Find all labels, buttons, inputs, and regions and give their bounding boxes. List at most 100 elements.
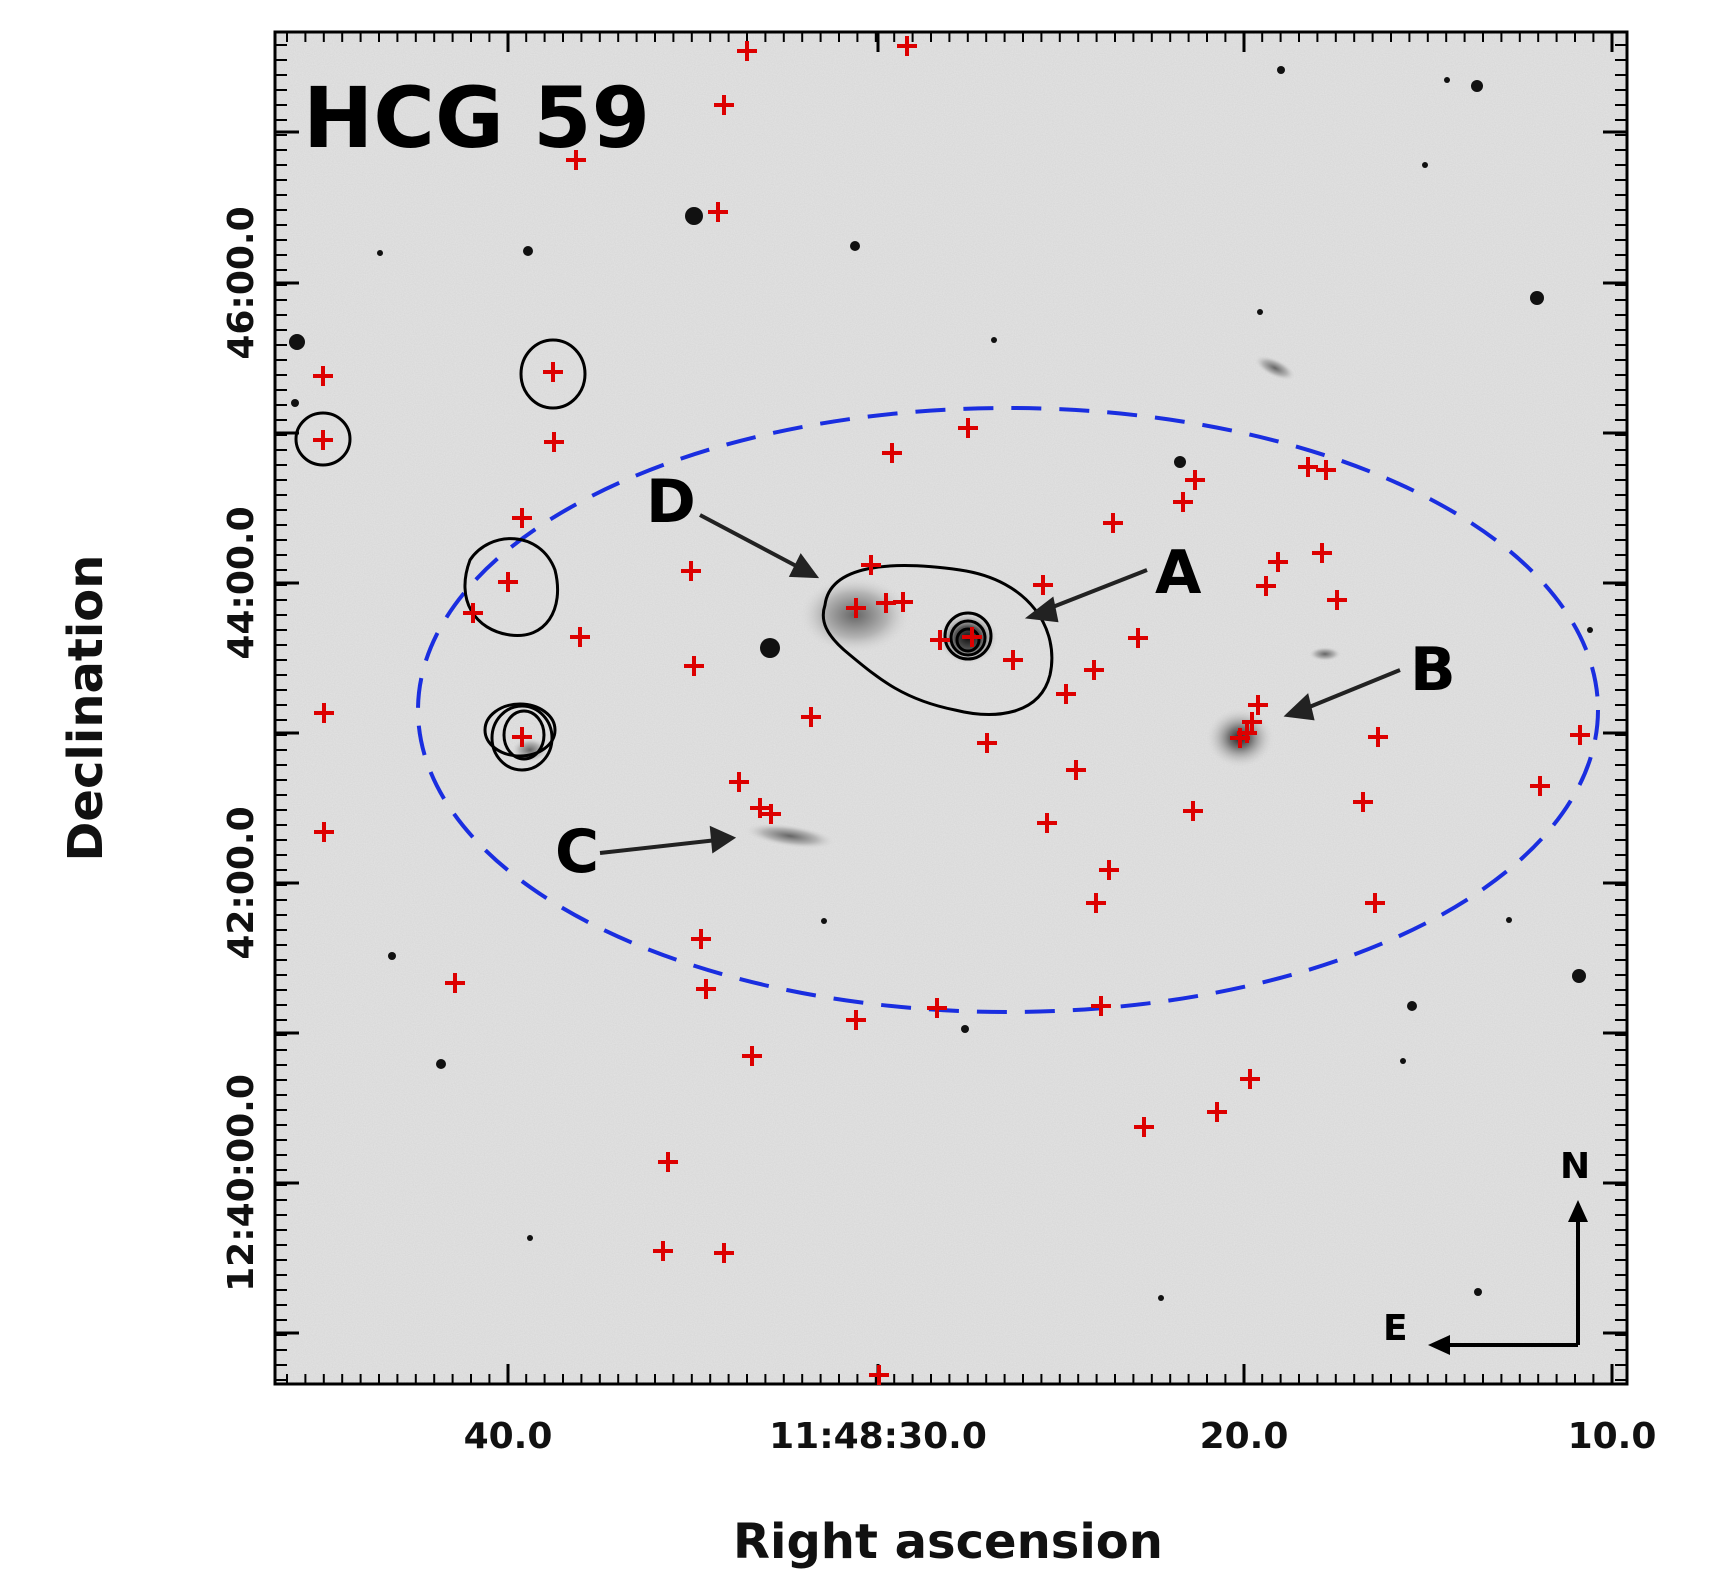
catalog-marker-icon [1242, 712, 1262, 732]
catalog-marker-icon [1298, 457, 1318, 477]
catalog-marker-icon [977, 733, 997, 753]
catalog-marker-icon [893, 592, 913, 612]
catalog-marker-icon [1066, 760, 1086, 780]
catalog-marker-icon [930, 630, 950, 650]
catalog-marker-icon [1091, 996, 1111, 1016]
galaxy-label-b: B [1410, 635, 1456, 705]
catalog-marker-icon [1230, 728, 1250, 748]
group-radius-ellipse [416, 406, 1600, 1014]
compass-north-label: N [1560, 1146, 1590, 1187]
x-tick-label: 11:48:30.0 [769, 1416, 987, 1457]
x-axis-title: Right ascension [733, 1514, 1163, 1570]
catalog-marker-icon [737, 41, 757, 61]
catalog-marker-icon [512, 508, 532, 528]
catalog-marker-icon [1207, 1102, 1227, 1122]
catalog-marker-icon [714, 95, 734, 115]
catalog-marker-icon [512, 727, 532, 747]
galaxy-c-image [745, 823, 835, 849]
catalog-marker-icon [543, 362, 563, 382]
x-tick-label: 10.0 [1568, 1416, 1657, 1457]
catalog-marker-icon [1530, 776, 1550, 796]
catalog-marker-icon [1268, 552, 1288, 572]
faint-galaxy [1254, 355, 1296, 381]
catalog-marker-icon [691, 929, 711, 949]
catalog-marker-icon [314, 822, 334, 842]
plot-frame [273, 30, 1629, 1386]
catalog-marker-icon [1183, 801, 1203, 821]
compass: N E [1383, 1146, 1590, 1355]
catalog-marker-icon [653, 1241, 673, 1261]
catalog-marker-icon [1240, 1069, 1260, 1089]
catalog-marker-icon [314, 703, 334, 723]
catalog-marker-icon [1033, 575, 1053, 595]
y-axis-title: Declination [58, 555, 114, 862]
catalog-marker-icon [750, 798, 770, 818]
catalog-marker-icon [846, 598, 866, 618]
contour-source [502, 709, 546, 761]
catalog-marker-icon [1248, 695, 1268, 715]
catalog-marker-icon [1312, 543, 1332, 563]
catalog-marker-icon [696, 979, 716, 999]
east-arrow-icon [1428, 1335, 1450, 1355]
north-arrow-icon [1568, 1200, 1588, 1222]
catalog-marker-icon [897, 36, 917, 56]
y-tick-label: 46:00.0 [221, 206, 262, 359]
catalog-marker-icon [1103, 513, 1123, 533]
catalog-marker-icon [876, 593, 896, 613]
catalog-marker-icon [846, 1010, 866, 1030]
catalog-marker-icon [1368, 727, 1388, 747]
catalog-marker-icon [958, 418, 978, 438]
catalog-marker-icon [1003, 650, 1023, 670]
catalog-marker-icon [1086, 893, 1106, 913]
catalog-marker-icon [1256, 576, 1276, 596]
contour-galaxy-a-outer [821, 564, 1054, 716]
faint-galaxy [1309, 647, 1341, 661]
catalog-marker-icon [1185, 470, 1205, 490]
catalog-marker-icon [1353, 792, 1373, 812]
catalog-marker-icon [801, 707, 821, 727]
contour-source [490, 704, 554, 772]
catalog-marker-icon [681, 561, 701, 581]
contours [294, 338, 1054, 772]
catalog-marker-icon [927, 998, 947, 1018]
catalog-marker-icon [1173, 492, 1193, 512]
catalog-marker-icon [1128, 628, 1148, 648]
catalog-marker-icon [463, 603, 483, 623]
catalog-marker-icon [1316, 460, 1336, 480]
catalog-marker-icon [313, 366, 333, 386]
catalog-marker-icon [761, 804, 781, 824]
galaxy-label-d: D [646, 467, 696, 537]
figure-title: HCG 59 [303, 69, 650, 167]
catalog-marker-icon [544, 432, 564, 452]
catalog-marker-icon [1037, 813, 1057, 833]
catalog-marker-icon [1056, 684, 1076, 704]
catalog-marker-icon [445, 973, 465, 993]
contour-source [483, 702, 557, 758]
contour-galaxy-a-inner [955, 627, 981, 653]
y-tick-label: 12:40:00.0 [221, 1074, 262, 1292]
catalog-marker-icon [729, 772, 749, 792]
compass-east-label: E [1383, 1308, 1408, 1349]
catalog-marker-icon [498, 572, 518, 592]
catalog-marker-icon [658, 1152, 678, 1172]
catalog-marker-icon [1327, 590, 1347, 610]
contour-source [519, 338, 587, 410]
catalog-marker-icon [1365, 893, 1385, 913]
galaxy-arrows [599, 513, 1401, 855]
catalog-marker-icon [1084, 660, 1104, 680]
x-tick-label: 40.0 [464, 1416, 553, 1457]
y-tick-label: 44:00.0 [221, 506, 262, 659]
catalog-marker-icon [313, 430, 333, 450]
galaxy-label-a: A [1155, 538, 1202, 608]
catalog-marker-icon [962, 627, 982, 647]
catalog-marker-icon [742, 1046, 762, 1066]
y-tick-label: 42:00.0 [221, 806, 262, 959]
catalog-marker-icon [861, 555, 881, 575]
catalog-marker-icon [570, 627, 590, 647]
catalog-marker-icon [882, 443, 902, 463]
contour-galaxy-a-inner [943, 611, 993, 661]
galaxy-label-c: C [555, 817, 599, 887]
x-tick-label: 20.0 [1200, 1416, 1289, 1457]
contour-source [294, 411, 352, 467]
